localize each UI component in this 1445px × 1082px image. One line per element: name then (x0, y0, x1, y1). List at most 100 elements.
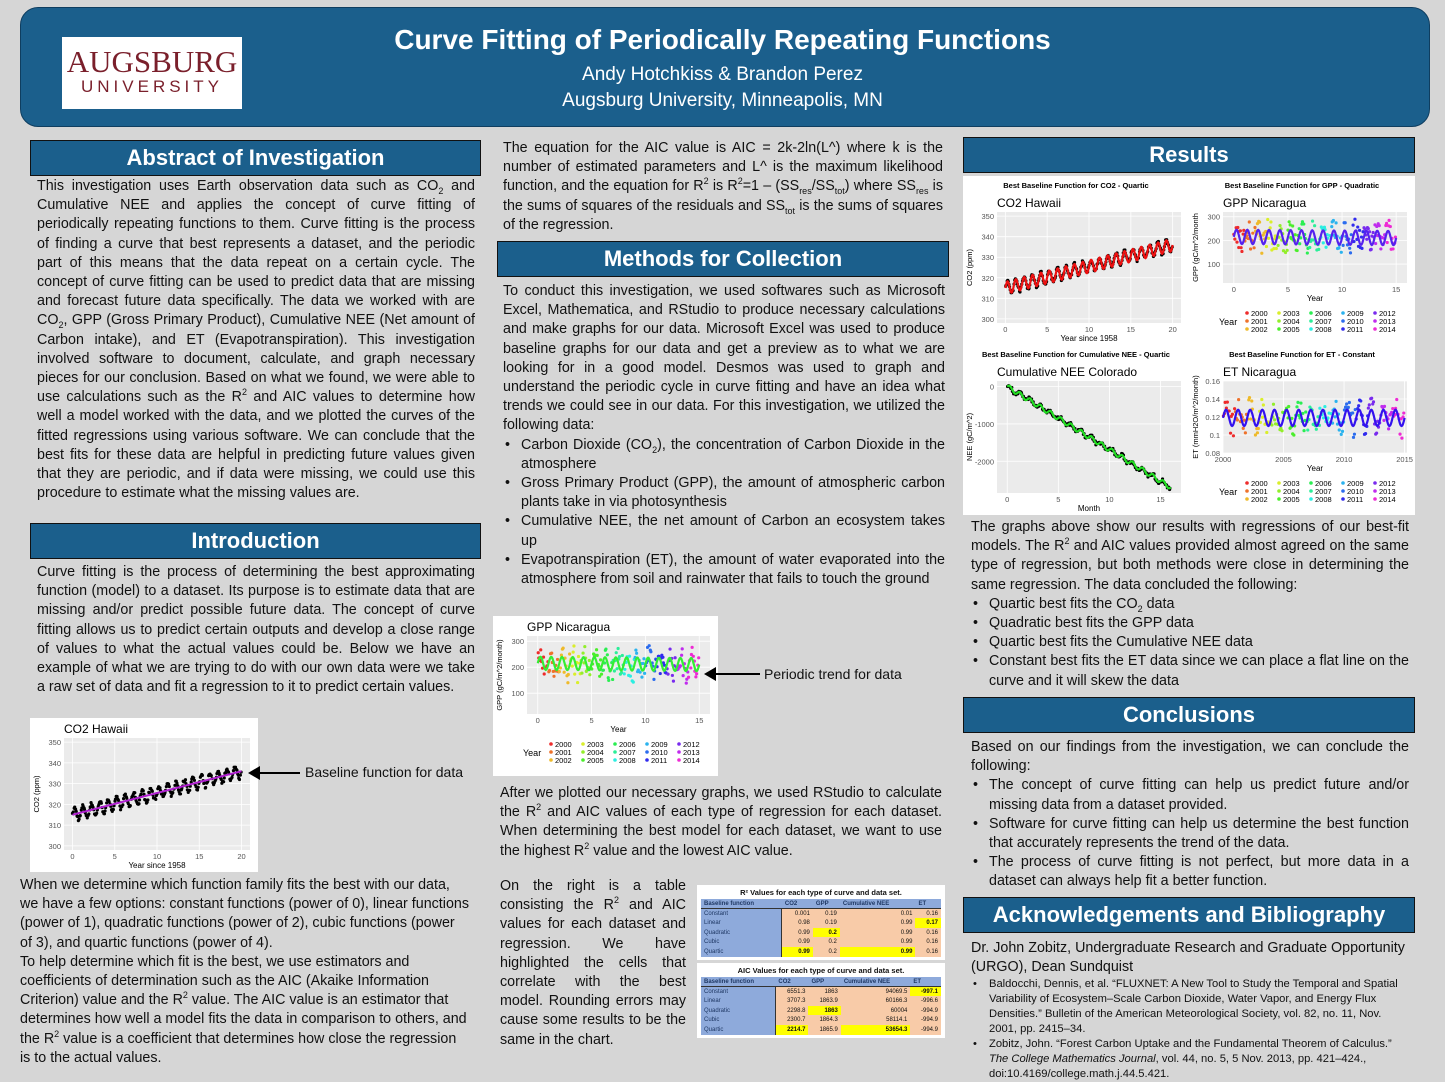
column-header: Baseline function (701, 977, 776, 988)
list-item: Quartic best fits the CO2 data (971, 595, 1409, 614)
data-point (1313, 224, 1317, 228)
poster-title: Curve Fitting of Periodically Repeating … (394, 24, 1051, 55)
table-cell: -994.9 (910, 1005, 941, 1016)
legend-swatch (1341, 319, 1345, 323)
results-list: Quartic best fits the CO2 data Quadratic… (971, 595, 1409, 691)
chart-title: Cumulative NEE Colorado (997, 365, 1137, 379)
data-point (166, 782, 171, 786)
data-point (588, 673, 592, 677)
column-header: CO2 (781, 899, 813, 910)
data-point (150, 789, 154, 793)
data-point (1321, 416, 1326, 420)
results-heading: Results (963, 137, 1415, 173)
data-point (1359, 399, 1363, 403)
y-tick-label: 100 (511, 689, 524, 698)
data-point (1347, 400, 1351, 405)
legend-swatch (1277, 311, 1281, 315)
y-tick-label: 320 (48, 800, 61, 809)
table-cell: 0.99 (781, 937, 813, 947)
data-point (99, 801, 103, 805)
legend-swatch (1309, 497, 1313, 501)
data-point (1228, 431, 1233, 435)
legend-label: 2010 (1347, 317, 1364, 326)
table-cell: 0.17 (915, 918, 941, 928)
legend-label: 2011 (1347, 495, 1363, 504)
aic-table: AIC Values for each type of curve and da… (697, 963, 945, 1038)
table-cell: 2214.7 (775, 1024, 809, 1035)
x-tick-label: 5 (113, 852, 117, 861)
data-point (87, 812, 91, 816)
data-point (599, 672, 604, 676)
data-point (1379, 247, 1383, 251)
data-point (1348, 246, 1352, 250)
data-point (118, 808, 123, 812)
data-point (542, 672, 546, 676)
x-tick-label: 15 (695, 716, 703, 725)
y-tick-label: 330 (981, 253, 994, 262)
data-point (1334, 221, 1338, 225)
data-point (164, 785, 168, 789)
data-point (1371, 400, 1376, 404)
data-point (1273, 418, 1277, 422)
data-point (1291, 224, 1295, 228)
data-point (178, 792, 183, 796)
data-point (1321, 241, 1325, 245)
author-names: Andy Hotchkiss & Brandon Perez (582, 64, 863, 85)
data-point (1306, 428, 1310, 432)
data-point (1365, 237, 1369, 241)
data-point (1311, 238, 1315, 242)
data-point (622, 672, 626, 676)
data-point (616, 646, 620, 651)
table-cell: 0.16 (915, 946, 941, 957)
data-point (1300, 220, 1305, 224)
data-point (1295, 248, 1299, 253)
data-point (612, 669, 617, 673)
table-cell: 0.2 (812, 937, 840, 947)
list-item: Cumulative NEE, the net amount of Carbon… (503, 512, 945, 550)
legend-label: 2014 (1379, 325, 1396, 334)
legend-swatch (1245, 327, 1249, 331)
data-point (1257, 220, 1262, 224)
reference-item: Zobitz, John. “Forest Carbon Uptake and … (971, 1037, 1411, 1082)
y-tick-label: 0.12 (1205, 413, 1220, 422)
legend-swatch (1277, 489, 1281, 493)
data-point (670, 673, 674, 678)
data-point (103, 809, 107, 813)
data-point (1297, 413, 1301, 418)
table-row: Constant 6551.3 1863 94069.5 -997.1 (701, 986, 941, 997)
y-axis-label: GPP (gC/m^2/month (1191, 213, 1200, 282)
data-point (115, 794, 119, 799)
data-point (237, 777, 242, 782)
y-tick-label: -2000 (975, 457, 994, 466)
y-tick-label: 0 (990, 383, 994, 392)
legend-swatch (1341, 481, 1345, 485)
data-point (634, 651, 639, 655)
data-point (1377, 224, 1381, 228)
legend-swatch (549, 750, 553, 754)
legend-label: 2005 (1283, 325, 1300, 334)
legend-label: 2006 (619, 740, 636, 749)
data-point (1242, 418, 1246, 422)
data-point (1270, 423, 1274, 427)
table-cell: 1865.9 (808, 1024, 841, 1035)
data-point (620, 653, 624, 658)
legend-swatch (1373, 481, 1377, 485)
legend-swatch (1245, 319, 1249, 323)
x-tick-label: 0 (70, 852, 74, 861)
legend-label: 2001 (1251, 317, 1268, 326)
table-row: Constant 0.001 0.19 0.01 0.16 (701, 908, 941, 919)
y-tick-label: -1000 (975, 420, 994, 429)
data-point (652, 677, 656, 682)
y-tick-label: 320 (981, 274, 994, 283)
data-point (681, 674, 685, 678)
data-point (568, 652, 572, 656)
data-point (576, 654, 581, 659)
legend-swatch (613, 750, 617, 754)
data-point (209, 773, 213, 778)
data-point (1366, 226, 1370, 231)
data-point (1331, 218, 1336, 223)
legend-label: 2012 (683, 740, 700, 749)
baseline-annotation: Baseline function for data (305, 764, 463, 780)
gpp-methods-figure: GPP Nicaragua 0 5 10 15 100 200 300 Year GPP (gC/… (493, 616, 718, 776)
data-point (231, 769, 236, 773)
